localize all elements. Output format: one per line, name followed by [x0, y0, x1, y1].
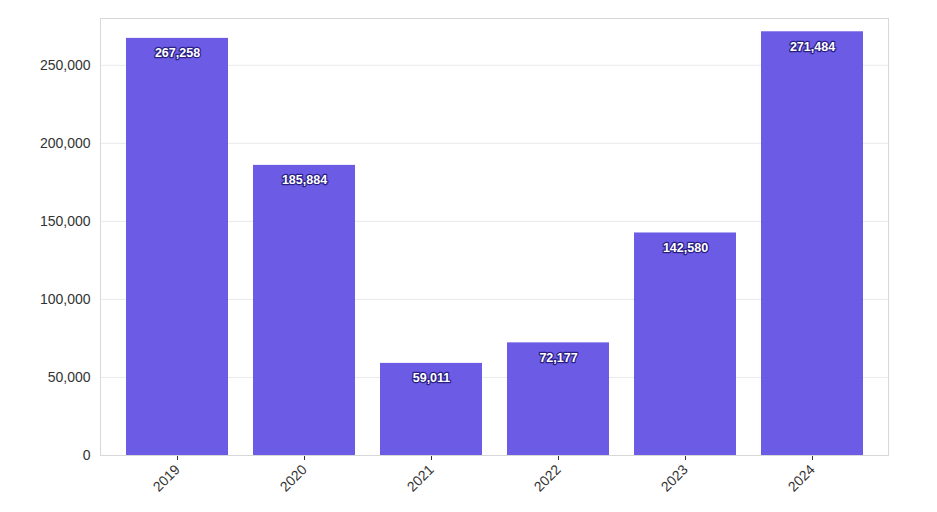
- svg-text:2023: 2023: [657, 461, 690, 494]
- svg-text:200,000: 200,000: [40, 135, 91, 151]
- svg-text:150,000: 150,000: [40, 213, 91, 229]
- svg-text:2022: 2022: [530, 461, 563, 494]
- svg-text:2021: 2021: [403, 461, 436, 494]
- svg-text:50,000: 50,000: [48, 369, 91, 385]
- svg-text:0: 0: [83, 447, 91, 463]
- svg-text:59,011: 59,011: [413, 371, 451, 385]
- svg-text:267,258: 267,258: [155, 46, 200, 60]
- svg-text:100,000: 100,000: [40, 291, 91, 307]
- svg-text:185,884: 185,884: [282, 173, 327, 187]
- svg-text:142,580: 142,580: [663, 241, 708, 255]
- svg-text:271,484: 271,484: [790, 40, 835, 54]
- svg-text:2024: 2024: [784, 461, 817, 494]
- svg-text:72,177: 72,177: [539, 351, 577, 365]
- svg-text:2020: 2020: [276, 461, 309, 494]
- svg-text:250,000: 250,000: [40, 57, 91, 73]
- svg-text:2019: 2019: [149, 461, 182, 494]
